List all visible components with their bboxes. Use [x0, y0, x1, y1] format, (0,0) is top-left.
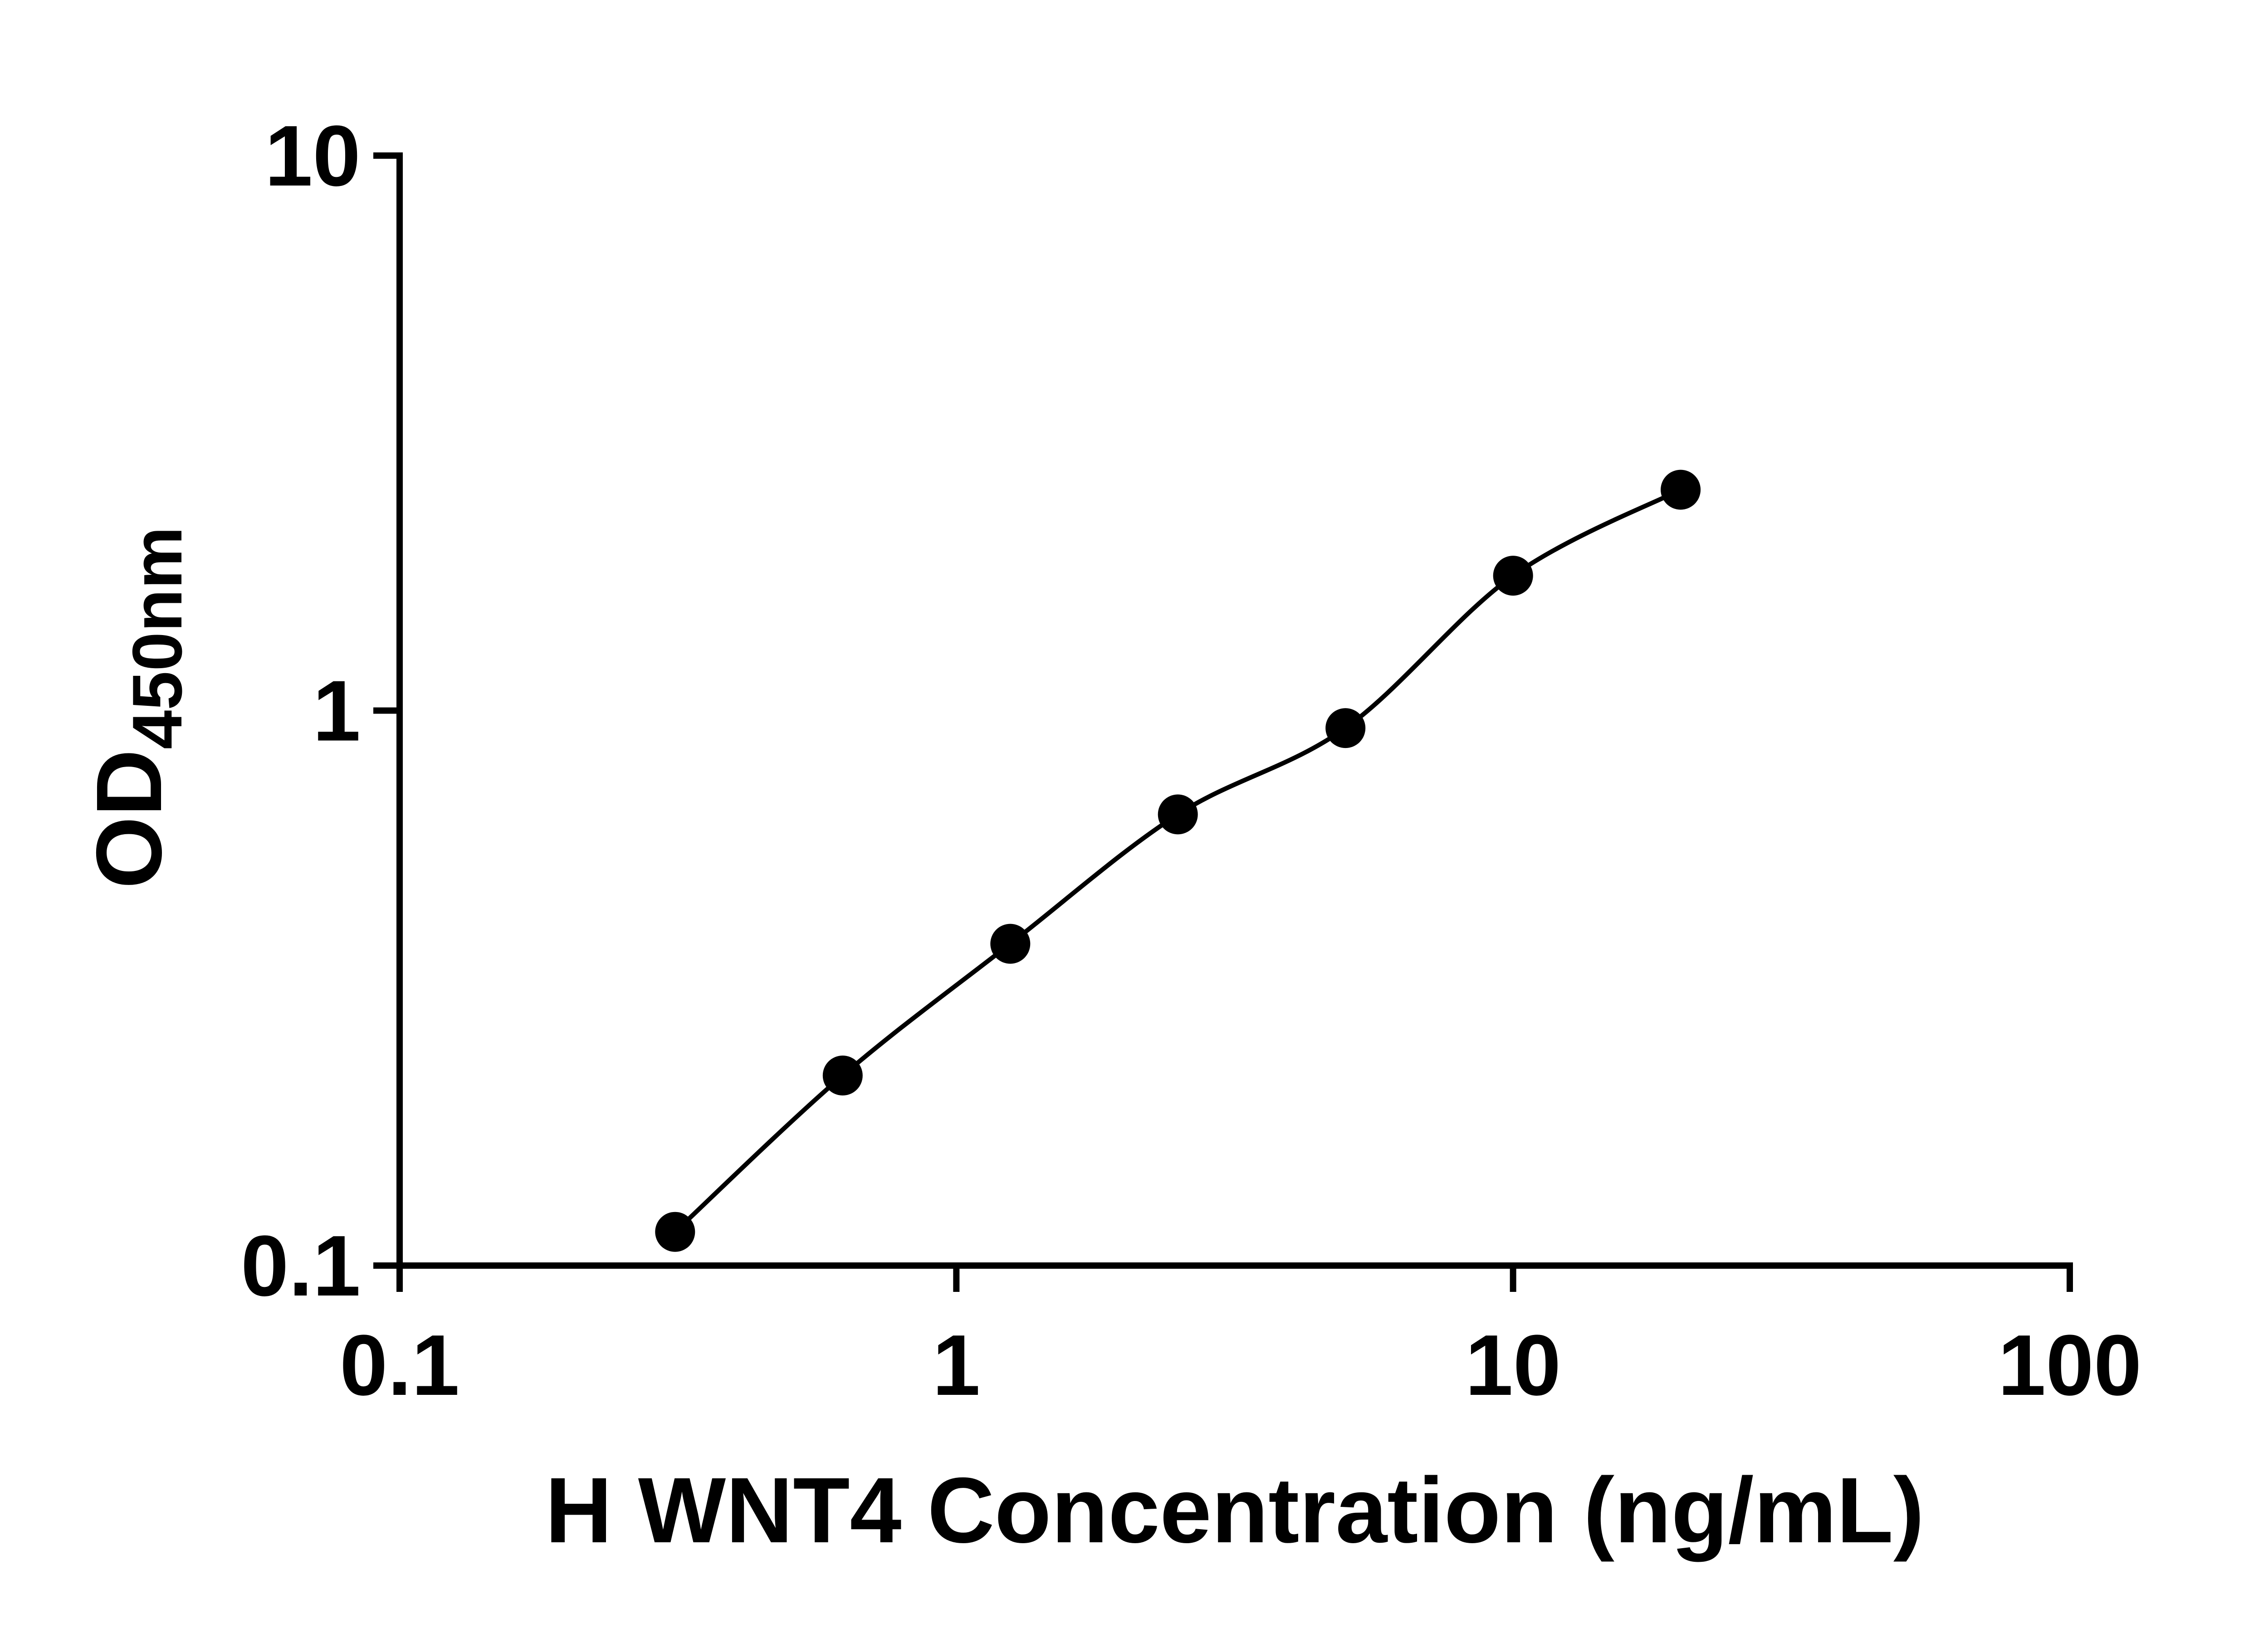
- trend-line: [673, 488, 1682, 1234]
- y-axis-title-main: OD: [77, 749, 181, 889]
- x-axis-title: H WNT4 Concentration (ng/mL): [545, 1458, 1925, 1562]
- data-point: [1661, 469, 1701, 510]
- data-point: [822, 1056, 863, 1095]
- data-point: [990, 924, 1031, 964]
- data-point: [1158, 794, 1198, 835]
- y-axis-title-sub: 450nm: [118, 527, 196, 749]
- data-point: [1493, 556, 1533, 596]
- y-tick-label: 10: [265, 108, 361, 204]
- y-tick-label: 1: [313, 663, 361, 759]
- y-tick-label: 0.1: [241, 1218, 361, 1314]
- x-tick-label: 0.1: [340, 1317, 459, 1413]
- x-tick-label: 100: [1998, 1317, 2141, 1413]
- x-tick-label: 1: [932, 1317, 980, 1413]
- data-point: [655, 1212, 695, 1252]
- plot-area: 0.1 1 10 100 10 1 0.1: [241, 108, 2142, 1413]
- x-tick-label: 10: [1465, 1317, 1561, 1413]
- y-axis-title: OD450nm: [77, 527, 196, 889]
- data-point: [1325, 708, 1366, 748]
